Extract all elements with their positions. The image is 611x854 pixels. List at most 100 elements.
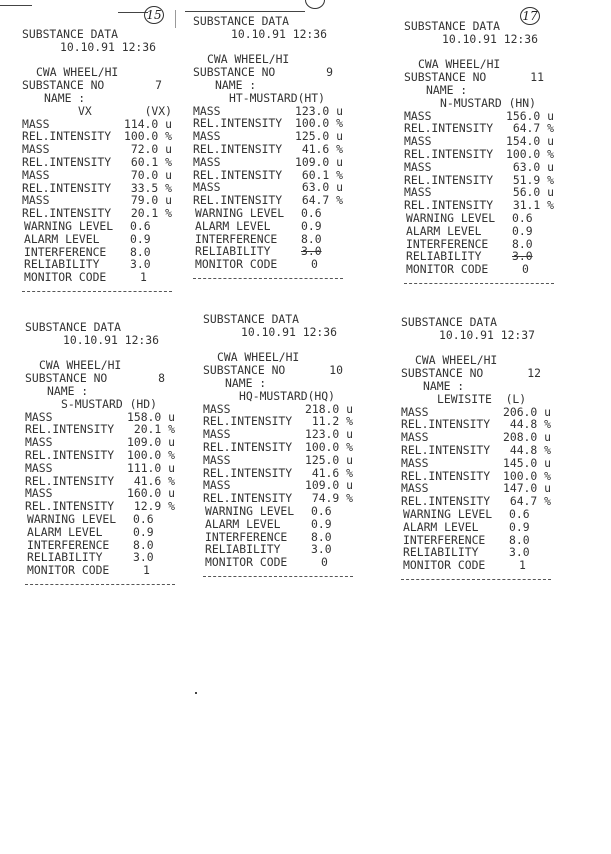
peak-label: MASS [203,452,231,467]
peak-row: MASS 109.0 u [193,155,343,169]
peak-value: 114.0 u [123,116,172,131]
name-row: HT-MUSTARD(HT) [193,90,343,105]
level-value: 8.0 [509,532,530,547]
datetime: 10.10.91 12:36 [241,324,338,339]
level-label: MONITOR CODE [24,270,107,285]
peak-label: REL.INTENSITY [404,121,494,136]
level-label: MONITOR CODE [406,262,489,277]
peak-label: MASS [22,193,50,208]
dashed-rule [203,575,353,577]
level-value: 8.0 [133,537,154,552]
level-label: INTERFERENCE [205,529,288,544]
peak-value: 41.6 % [301,141,343,156]
peak-label: MASS [404,159,432,174]
peak-row: MASS 109.0 u [25,436,175,449]
peak-label: REL.INTENSITY [22,129,112,144]
peak-row: REL.INTENSITY 11.2 % [203,415,353,428]
substance-data-receipt: SUBSTANCE DATA 10.10.91 12:37 CWA WHEEL/HI… [401,316,551,580]
level-row: WARNING LEVEL 0.6 [25,513,175,526]
peak-value: 44.8 % [509,417,551,432]
peak-row: MASS 206.0 u [401,404,551,419]
handwritten-number: 15 [144,6,164,24]
substance-no-label: SUBSTANCE NO [404,70,487,85]
peak-value: 206.0 u [502,404,551,419]
level-row: ALARM LEVEL 0.9 [203,517,353,531]
peak-row: REL.INTENSITY 60.1 % [22,156,172,169]
peak-label: REL.INTENSITY [401,417,491,432]
name-row: LEWISITE (L) [401,392,551,406]
level-row: ALARM LEVEL 0.9 [25,525,175,539]
level-value: 0.6 [130,218,151,233]
peak-label: MASS [401,455,429,470]
datetime-row: 10.10.91 12:36 [25,333,175,347]
substance-no-row: SUBSTANCE NO 7 [22,79,172,92]
peak-row: MASS 125.0 u [193,130,343,143]
peak-row: REL.INTENSITY 74.9 % [203,492,353,505]
substance-code: (VX) [144,103,172,118]
scan-dot [195,692,197,694]
level-label: RELIABILITY [24,257,100,272]
level-row: MONITOR CODE 1 [401,559,551,572]
peak-label: REL.INTENSITY [25,447,115,462]
level-value: 0 [321,555,328,570]
peak-label: REL.INTENSITY [22,154,112,169]
substance-no-label: SUBSTANCE NO [193,65,276,80]
peak-row: MASS 208.0 u [401,431,551,444]
peak-row: REL.INTENSITY 41.6 % [25,474,175,488]
peak-row: REL.INTENSITY 33.5 % [22,181,172,195]
substance-name: HT-MUSTARD(HT) [229,90,326,105]
level-label: WARNING LEVEL [195,205,285,220]
scan-line [175,10,176,28]
level-label: MONITOR CODE [403,558,486,573]
level-value: 0.9 [512,223,533,238]
peak-label: REL.INTENSITY [193,116,283,131]
peak-value: 208.0 u [502,430,551,445]
peak-label: MASS [203,401,231,416]
substance-data-receipt: SUBSTANCE DATA 10.10.91 12:36 CWA WHEEL/HI… [22,28,172,292]
level-label: RELIABILITY [406,249,482,264]
level-value: 3.0 [311,542,332,557]
peak-label: REL.INTENSITY [401,494,491,509]
peak-value: 125.0 u [304,452,353,467]
peak-value: 147.0 u [502,481,551,496]
level-label: ALARM LEVEL [406,223,482,238]
peak-value: 51.9 % [512,172,554,187]
peak-row: REL.INTENSITY 51.9 % [404,172,554,187]
peak-value: 100.0 % [304,439,353,454]
peak-label: REL.INTENSITY [193,141,283,156]
scan-line [185,11,305,12]
peak-label: REL.INTENSITY [193,167,283,182]
mode-row: CWA WHEEL/HI [401,354,551,367]
level-row: MONITOR CODE 0 [404,263,554,276]
level-value: 3.0 [512,249,533,264]
substance-no-row: SUBSTANCE NO 11 [404,71,554,84]
peak-label: REL.INTENSITY [203,465,293,480]
level-row: INTERFERENCE 8.0 [193,232,343,246]
peak-value: 158.0 u [126,409,175,424]
level-row: INTERFERENCE 8.0 [22,245,172,259]
peak-row: MASS 123.0 u [203,428,353,441]
level-value: 0 [311,257,318,272]
name-label: NAME : [47,383,89,398]
level-row: RELIABILITY 3.0 [193,245,343,258]
level-label: ALARM LEVEL [24,231,100,246]
datetime-row: 10.10.91 12:36 [193,27,343,41]
peak-value: 218.0 u [304,401,353,416]
datetime-row: 10.10.91 12:37 [401,328,551,342]
peak-value: 63.0 u [301,180,343,195]
mode-row: CWA WHEEL/HI [404,58,554,71]
dashed-rule [25,583,175,585]
peak-label: MASS [401,430,429,445]
peak-row: MASS 160.0 u [25,487,175,500]
substance-name: VX [78,103,92,118]
peak-label: REL.INTENSITY [401,442,491,457]
peak-row: MASS 63.0 u [404,159,554,174]
peak-row: REL.INTENSITY 100.0 % [25,449,175,462]
peak-label: REL.INTENSITY [401,468,491,483]
name-label: NAME : [44,90,86,105]
peak-label: REL.INTENSITY [404,172,494,187]
peak-value: 12.9 % [133,499,175,514]
receipt-title: SUBSTANCE DATA [401,316,551,329]
level-row: MONITOR CODE 0 [203,556,353,569]
peak-label: REL.INTENSITY [193,193,283,208]
